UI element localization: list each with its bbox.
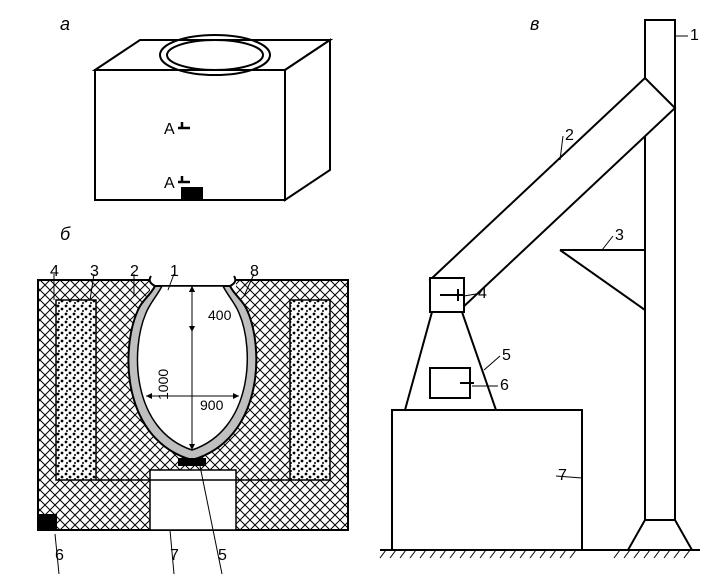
panel-label-b: б [60, 224, 71, 244]
callout-c-3: 3 [615, 227, 624, 244]
grate [178, 458, 206, 466]
callout-b-2: 2 [130, 263, 139, 280]
callout-b-8: 8 [250, 263, 259, 280]
dim-400: 400 [208, 307, 232, 323]
callout-c-6: 6 [500, 377, 509, 394]
callout-c-4: 4 [478, 285, 487, 302]
callout-b-6: 6 [55, 547, 64, 564]
panel-label-a: а [60, 14, 70, 34]
panel-label-c: в [530, 14, 539, 34]
callout-b-1: 1 [170, 263, 179, 280]
ash-door [182, 188, 202, 200]
insulation-right [290, 300, 330, 480]
callout-b-4: 4 [50, 263, 59, 280]
insulation-left [56, 300, 96, 480]
oven-body [392, 410, 582, 550]
svg-text:А: А [164, 175, 175, 192]
callout-c-2: 2 [565, 127, 574, 144]
vent [37, 514, 57, 530]
dim-900: 900 [200, 397, 224, 413]
callout-b-3: 3 [90, 263, 99, 280]
callout-b-7: 7 [170, 547, 179, 564]
callout-c-1: 1 [690, 27, 699, 44]
callout-c-7: 7 [558, 467, 567, 484]
dim-1000: 1000 [155, 369, 171, 400]
svg-text:А: А [164, 121, 175, 138]
box-front [95, 70, 285, 200]
callout-c-5: 5 [502, 347, 511, 364]
callout-b-5: 5 [218, 547, 227, 564]
